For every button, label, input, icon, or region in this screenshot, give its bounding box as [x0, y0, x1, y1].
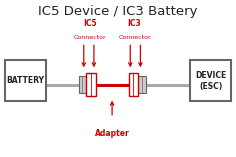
Text: IC3: IC3 — [128, 19, 141, 28]
Text: BATTERY: BATTERY — [6, 76, 44, 85]
Text: Connector: Connector — [73, 35, 106, 40]
Bar — [79, 76, 86, 93]
Text: IC5 Device / IC3 Battery: IC5 Device / IC3 Battery — [38, 5, 198, 18]
Text: Adapter: Adapter — [95, 129, 130, 138]
Bar — [138, 76, 146, 93]
Bar — [86, 73, 96, 96]
Text: Connector: Connector — [118, 35, 151, 40]
FancyBboxPatch shape — [190, 60, 231, 101]
FancyBboxPatch shape — [5, 60, 46, 101]
Bar — [129, 73, 138, 96]
Text: IC5: IC5 — [83, 19, 97, 28]
Text: DEVICE
(ESC): DEVICE (ESC) — [195, 71, 226, 91]
